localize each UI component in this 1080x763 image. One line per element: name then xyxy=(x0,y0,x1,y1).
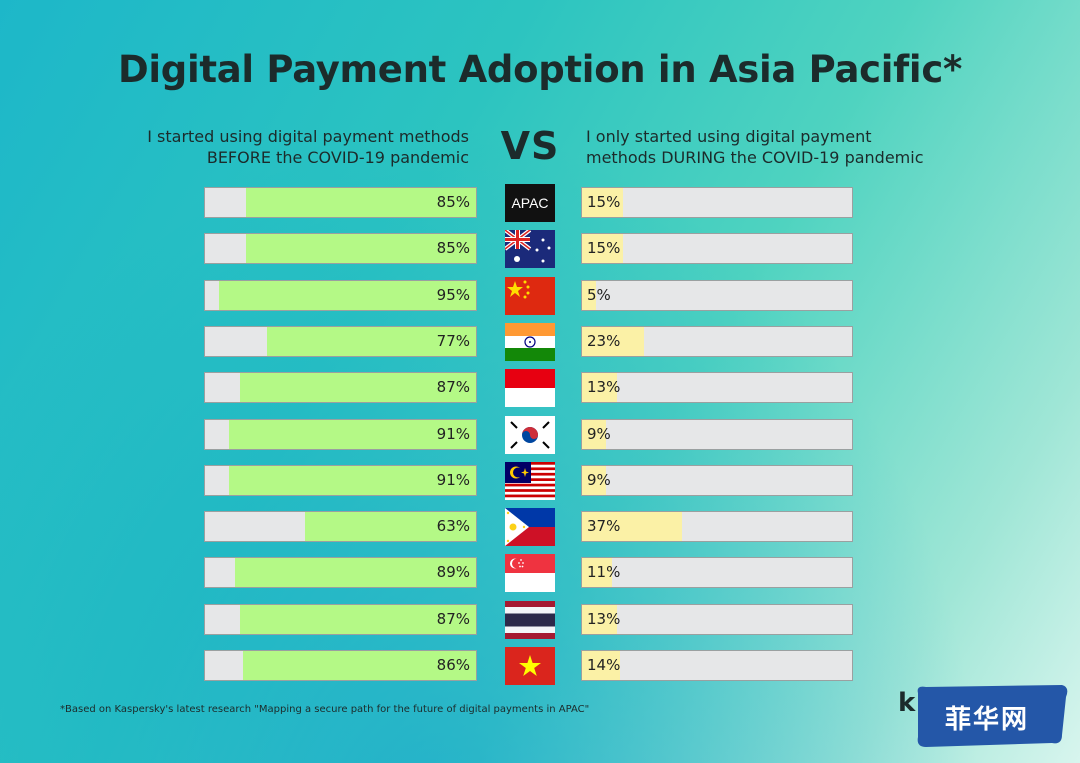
during-value-label-philippines: 37% xyxy=(587,517,621,536)
apac-badge: APAC xyxy=(505,184,555,222)
before-bar-singapore xyxy=(234,558,476,588)
during-bar-track-australia: 15% xyxy=(581,233,853,265)
during-bar-apac xyxy=(582,188,623,217)
kaspersky-logo: k xyxy=(898,688,916,718)
before-value-label-philippines: 63% xyxy=(436,517,470,536)
before-bar-india xyxy=(267,326,476,356)
indonesia-flag xyxy=(505,369,555,408)
before-bar-track-australia: 85% xyxy=(204,233,477,265)
during-bar-south-korea xyxy=(582,419,607,449)
philippines-flag xyxy=(505,508,555,547)
during-bar-china xyxy=(582,280,596,310)
india-flag xyxy=(505,322,555,361)
watermark-text: 菲华网 xyxy=(944,705,1029,735)
during-bar-australia xyxy=(582,234,623,264)
during-bar-track-malaysia: 9% xyxy=(581,464,853,496)
before-value-label-south-korea: 91% xyxy=(436,424,470,443)
before-bar-malaysia xyxy=(229,465,476,495)
before-value-label-india: 77% xyxy=(436,331,470,350)
before-value-label-china: 95% xyxy=(436,285,470,304)
during-bar-singapore xyxy=(582,558,612,588)
svg-text:APAC: APAC xyxy=(511,195,548,211)
during-bar-track-india: 23% xyxy=(581,325,853,357)
before-header-line2: BEFORE the COVID-19 pandemic xyxy=(206,148,469,167)
vietnam-flag xyxy=(505,647,555,685)
before-bar-track-singapore: 89% xyxy=(204,557,477,589)
during-bar-india xyxy=(582,326,645,356)
before-bar-thailand xyxy=(240,604,476,634)
during-bar-vietnam xyxy=(582,651,620,680)
watermark-badge: 菲华网 xyxy=(912,683,1070,749)
during-value-label-apac: 15% xyxy=(587,193,621,211)
before-value-label-thailand: 87% xyxy=(436,609,470,628)
during-bar-track-apac: 15% xyxy=(581,187,853,218)
before-bar-vietnam xyxy=(242,651,476,680)
before-bar-track-philippines: 63% xyxy=(204,511,477,543)
during-bar-philippines xyxy=(582,512,682,542)
watermark-shape xyxy=(917,685,1068,747)
during-bar-track-thailand: 13% xyxy=(581,603,853,635)
before-bar-track-south-korea: 91% xyxy=(204,418,477,450)
before-value-label-singapore: 89% xyxy=(436,563,470,582)
during-bar-track-vietnam: 14% xyxy=(581,650,853,681)
during-bar-track-singapore: 11% xyxy=(581,557,853,589)
chart-title: Digital Payment Adoption in Asia Pacific… xyxy=(117,48,962,91)
before-bar-china xyxy=(218,280,476,310)
during-bar-track-south-korea: 9% xyxy=(581,418,853,450)
before-bar-philippines xyxy=(305,512,476,542)
during-value-label-vietnam: 14% xyxy=(587,656,621,674)
before-bar-apac xyxy=(245,188,476,217)
during-value-label-thailand: 13% xyxy=(587,609,621,628)
before-value-label-australia: 85% xyxy=(436,239,470,258)
china-flag xyxy=(505,276,555,315)
during-header-line1: I only started using digital payment xyxy=(586,127,872,146)
before-series-header: I started using digital payment methods … xyxy=(69,126,469,168)
before-value-label-apac: 85% xyxy=(436,193,470,211)
australia-flag xyxy=(505,230,555,269)
during-value-label-singapore: 11% xyxy=(587,563,621,582)
during-value-label-indonesia: 13% xyxy=(587,378,621,397)
during-header-line2: methods DURING the COVID-19 pandemic xyxy=(586,148,924,167)
during-bar-thailand xyxy=(582,604,618,634)
before-bar-south-korea xyxy=(229,419,476,449)
during-bar-track-china: 5% xyxy=(581,279,853,311)
during-value-label-australia: 15% xyxy=(587,239,621,258)
before-bar-track-india: 77% xyxy=(204,325,477,357)
vs-label: VS xyxy=(500,124,560,168)
before-bar-track-thailand: 87% xyxy=(204,603,477,635)
during-bar-malaysia xyxy=(582,465,607,495)
south-korea-flag xyxy=(505,415,555,454)
during-value-label-china: 5% xyxy=(587,285,611,304)
thailand-flag xyxy=(505,600,555,639)
before-value-label-indonesia: 87% xyxy=(436,378,470,397)
before-bar-track-china: 95% xyxy=(204,279,477,311)
during-bar-indonesia xyxy=(582,373,618,403)
before-bar-track-vietnam: 86% xyxy=(204,650,477,681)
before-value-label-malaysia: 91% xyxy=(436,470,470,489)
singapore-flag xyxy=(505,554,555,593)
during-value-label-india: 23% xyxy=(587,331,621,350)
before-header-line1: I started using digital payment methods xyxy=(147,127,469,146)
before-bar-indonesia xyxy=(240,373,476,403)
before-bar-track-apac: 85% xyxy=(204,187,477,218)
before-bar-track-indonesia: 87% xyxy=(204,372,477,404)
footnote: *Based on Kaspersky's latest research "M… xyxy=(60,704,590,715)
malaysia-flag xyxy=(505,461,555,500)
during-bar-track-indonesia: 13% xyxy=(581,372,853,404)
before-value-label-vietnam: 86% xyxy=(436,656,470,674)
during-series-header: I only started using digital payment met… xyxy=(586,126,1006,168)
during-value-label-south-korea: 9% xyxy=(587,424,611,443)
during-value-label-malaysia: 9% xyxy=(587,470,611,489)
during-bar-track-philippines: 37% xyxy=(581,511,853,543)
before-bar-australia xyxy=(245,234,476,264)
before-bar-track-malaysia: 91% xyxy=(204,464,477,496)
